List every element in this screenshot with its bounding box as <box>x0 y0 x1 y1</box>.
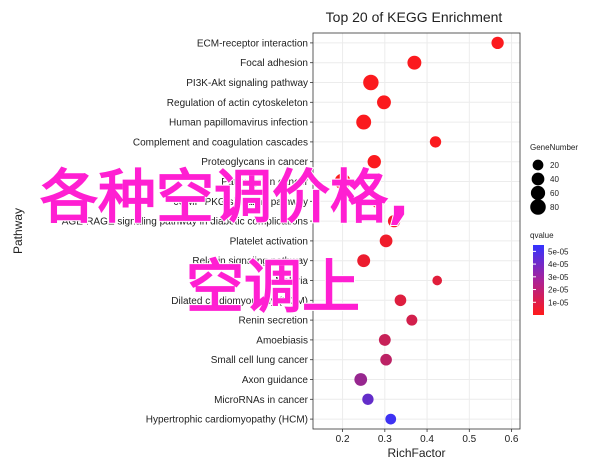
y-tick-label: Pathways in cancer <box>221 177 308 188</box>
color-legend-label: 2e-05 <box>548 286 569 295</box>
y-tick-label: Hypertrophic cardiomyopathy (HCM) <box>146 415 308 426</box>
data-point <box>407 55 422 70</box>
y-tick-label: Proteoglycans in cancer <box>201 157 308 168</box>
size-legend-dot <box>530 185 546 201</box>
data-point <box>356 114 372 130</box>
y-tick-label: Platelet activation <box>230 236 308 247</box>
y-tick-label: Complement and coagulation cascades <box>133 137 308 148</box>
y-tick-label: cGMP-PKG signaling pathway <box>173 197 308 208</box>
x-tick-label: 0.6 <box>505 434 519 445</box>
data-point <box>387 214 401 228</box>
data-point <box>429 136 442 148</box>
y-tick-label: Relaxin signaling pathway <box>192 256 308 267</box>
data-point <box>380 353 392 366</box>
y-tick-label: Regulation of actin cytoskeleton <box>167 98 308 109</box>
color-legend-title: qvalue <box>530 231 554 240</box>
data-point <box>354 373 368 386</box>
y-tick-label: Malaria <box>275 276 308 287</box>
size-legend-label: 40 <box>550 175 559 184</box>
size-legend-label: 60 <box>550 189 559 198</box>
data-point <box>379 234 393 248</box>
y-tick-label: AGE-RAGE signaling pathway in diabetic c… <box>62 217 308 228</box>
data-point <box>362 393 374 405</box>
y-tick-label: Dilated cardiomyopathy (DCM) <box>171 296 308 307</box>
size-legend-dot <box>531 172 545 186</box>
size-legend-label: 20 <box>550 161 559 170</box>
data-point <box>371 194 385 208</box>
y-tick-label: MicroRNAs in cancer <box>214 395 309 406</box>
data-point <box>367 155 381 169</box>
color-legend-label: 4e-05 <box>548 260 569 269</box>
x-axis-label: RichFactor <box>387 446 445 460</box>
plot-panel-border <box>312 32 521 430</box>
data-point <box>491 36 504 50</box>
color-legend-bar <box>533 245 544 315</box>
data-point <box>394 294 407 307</box>
data-point <box>406 314 418 326</box>
data-point <box>377 95 391 110</box>
data-point <box>432 275 443 286</box>
size-legend-dot <box>532 159 544 171</box>
color-legend-label: 1e-05 <box>548 298 569 307</box>
color-legend-label: 3e-05 <box>548 273 569 282</box>
data-point <box>385 413 397 425</box>
y-tick-label: Axon guidance <box>242 375 309 386</box>
data-point <box>363 74 379 91</box>
size-legend-label: 80 <box>550 203 559 212</box>
chart-title: Top 20 of KEGG Enrichment <box>326 9 503 25</box>
size-legend-dot <box>530 199 546 215</box>
y-tick-label: Focal adhesion <box>240 58 308 69</box>
y-tick-label: Small cell lung cancer <box>211 355 309 366</box>
data-point <box>357 254 371 268</box>
y-tick-label: Renin secretion <box>239 316 308 327</box>
size-legend-title: GeneNumber <box>530 143 578 152</box>
y-tick-label: PI3K-Akt signaling pathway <box>186 78 308 89</box>
x-tick-label: 0.2 <box>336 434 350 445</box>
data-point <box>378 333 391 346</box>
y-tick-label: Human papillomavirus infection <box>169 118 308 129</box>
y-tick-label: ECM-receptor interaction <box>197 38 308 49</box>
color-legend-label: 5e-05 <box>548 247 569 256</box>
data-point <box>334 173 351 190</box>
x-tick-label: 0.4 <box>420 434 434 445</box>
y-tick-label: Amoebiasis <box>256 335 308 346</box>
y-axis-label: Pathway <box>11 208 25 254</box>
x-tick-label: 0.3 <box>378 434 392 445</box>
x-tick-label: 0.5 <box>462 434 476 445</box>
